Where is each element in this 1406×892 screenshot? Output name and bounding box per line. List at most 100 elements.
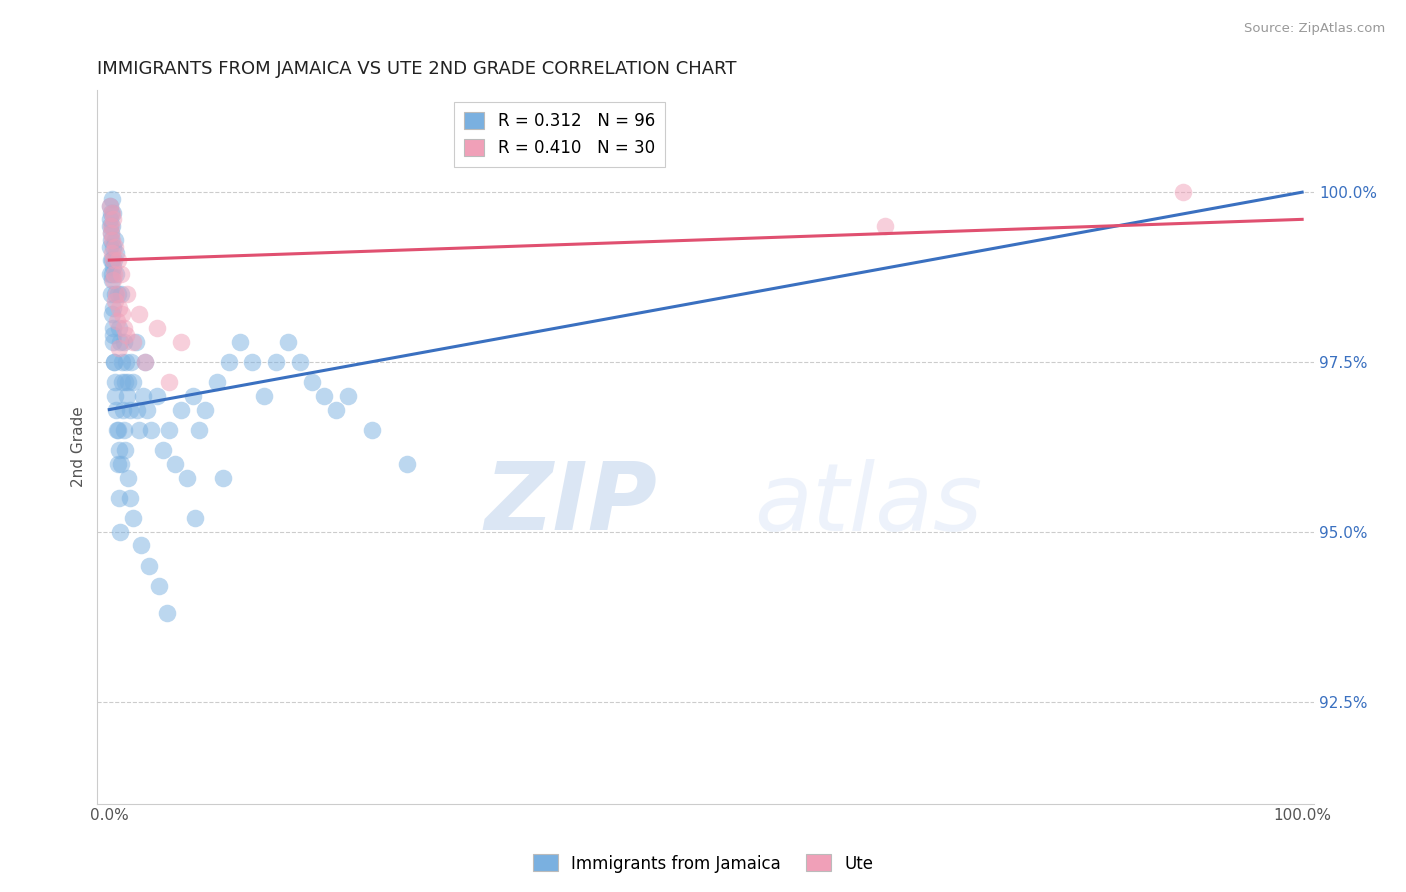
Point bbox=[100, 239, 122, 253]
Point bbox=[277, 334, 299, 349]
Point bbox=[107, 253, 129, 268]
Point bbox=[325, 402, 347, 417]
Point bbox=[107, 287, 129, 301]
Point bbox=[100, 205, 122, 219]
Point bbox=[104, 267, 127, 281]
Point bbox=[121, 511, 143, 525]
Point bbox=[108, 342, 131, 356]
Point bbox=[118, 402, 141, 417]
Point bbox=[115, 389, 138, 403]
Point bbox=[131, 538, 153, 552]
Point bbox=[100, 205, 122, 219]
Point bbox=[176, 470, 198, 484]
Point bbox=[128, 423, 150, 437]
Point bbox=[146, 321, 169, 335]
Text: IMMIGRANTS FROM JAMAICA VS UTE 2ND GRADE CORRELATION CHART: IMMIGRANTS FROM JAMAICA VS UTE 2ND GRADE… bbox=[97, 60, 737, 78]
Point bbox=[100, 199, 122, 213]
Point bbox=[194, 402, 217, 417]
Point bbox=[120, 491, 142, 505]
Point bbox=[242, 355, 264, 369]
Point bbox=[100, 253, 122, 268]
Point bbox=[134, 355, 156, 369]
Point bbox=[170, 334, 193, 349]
Point bbox=[104, 233, 127, 247]
Point bbox=[100, 308, 122, 322]
Point bbox=[103, 334, 125, 349]
Point bbox=[108, 321, 131, 335]
Point bbox=[139, 423, 162, 437]
Point bbox=[101, 267, 124, 281]
Point bbox=[100, 219, 122, 234]
Point bbox=[104, 389, 127, 403]
Point bbox=[301, 376, 323, 390]
Point bbox=[1171, 185, 1194, 199]
Point bbox=[115, 327, 138, 342]
Point bbox=[111, 376, 134, 390]
Point bbox=[103, 355, 125, 369]
Point bbox=[110, 524, 132, 539]
Point bbox=[100, 226, 122, 240]
Point bbox=[218, 355, 240, 369]
Point bbox=[128, 308, 150, 322]
Point bbox=[104, 376, 127, 390]
Point bbox=[100, 267, 122, 281]
Point bbox=[100, 226, 122, 240]
Point bbox=[157, 376, 180, 390]
Point bbox=[103, 239, 125, 253]
Point bbox=[288, 355, 311, 369]
Point bbox=[873, 219, 896, 234]
Point bbox=[107, 423, 129, 437]
Point bbox=[136, 402, 159, 417]
Point bbox=[101, 327, 124, 342]
Point bbox=[181, 389, 204, 403]
Point bbox=[138, 558, 160, 573]
Point bbox=[110, 457, 132, 471]
Point bbox=[184, 511, 207, 525]
Point bbox=[108, 301, 131, 315]
Y-axis label: 2nd Grade: 2nd Grade bbox=[72, 407, 86, 487]
Point bbox=[146, 389, 169, 403]
Point bbox=[108, 491, 131, 505]
Text: Source: ZipAtlas.com: Source: ZipAtlas.com bbox=[1244, 22, 1385, 36]
Point bbox=[112, 334, 135, 349]
Point bbox=[312, 389, 335, 403]
Point bbox=[101, 321, 124, 335]
Point bbox=[266, 355, 288, 369]
Point bbox=[103, 267, 125, 281]
Point bbox=[134, 355, 156, 369]
Point bbox=[111, 355, 134, 369]
Point bbox=[336, 389, 359, 403]
Point bbox=[100, 253, 122, 268]
Point bbox=[155, 607, 177, 621]
Point bbox=[253, 389, 276, 403]
Point bbox=[152, 443, 174, 458]
Point bbox=[114, 443, 136, 458]
Point bbox=[103, 253, 125, 268]
Point bbox=[101, 219, 124, 234]
Point bbox=[229, 334, 252, 349]
Point bbox=[104, 293, 127, 308]
Point bbox=[100, 233, 122, 247]
Point bbox=[104, 239, 127, 253]
Point bbox=[111, 402, 134, 417]
Point bbox=[103, 355, 125, 369]
Point bbox=[110, 287, 132, 301]
Point bbox=[122, 334, 145, 349]
Point bbox=[157, 423, 180, 437]
Point bbox=[101, 212, 124, 227]
Point bbox=[101, 260, 124, 274]
Point bbox=[108, 443, 131, 458]
Point bbox=[101, 246, 124, 260]
Point bbox=[117, 376, 139, 390]
Point bbox=[115, 287, 138, 301]
Point bbox=[110, 267, 132, 281]
Point bbox=[114, 376, 136, 390]
Point bbox=[100, 287, 122, 301]
Point bbox=[101, 301, 124, 315]
Point bbox=[108, 334, 131, 349]
Point bbox=[105, 402, 128, 417]
Point bbox=[360, 423, 382, 437]
Point bbox=[111, 308, 134, 322]
Point bbox=[105, 423, 128, 437]
Point bbox=[104, 287, 127, 301]
